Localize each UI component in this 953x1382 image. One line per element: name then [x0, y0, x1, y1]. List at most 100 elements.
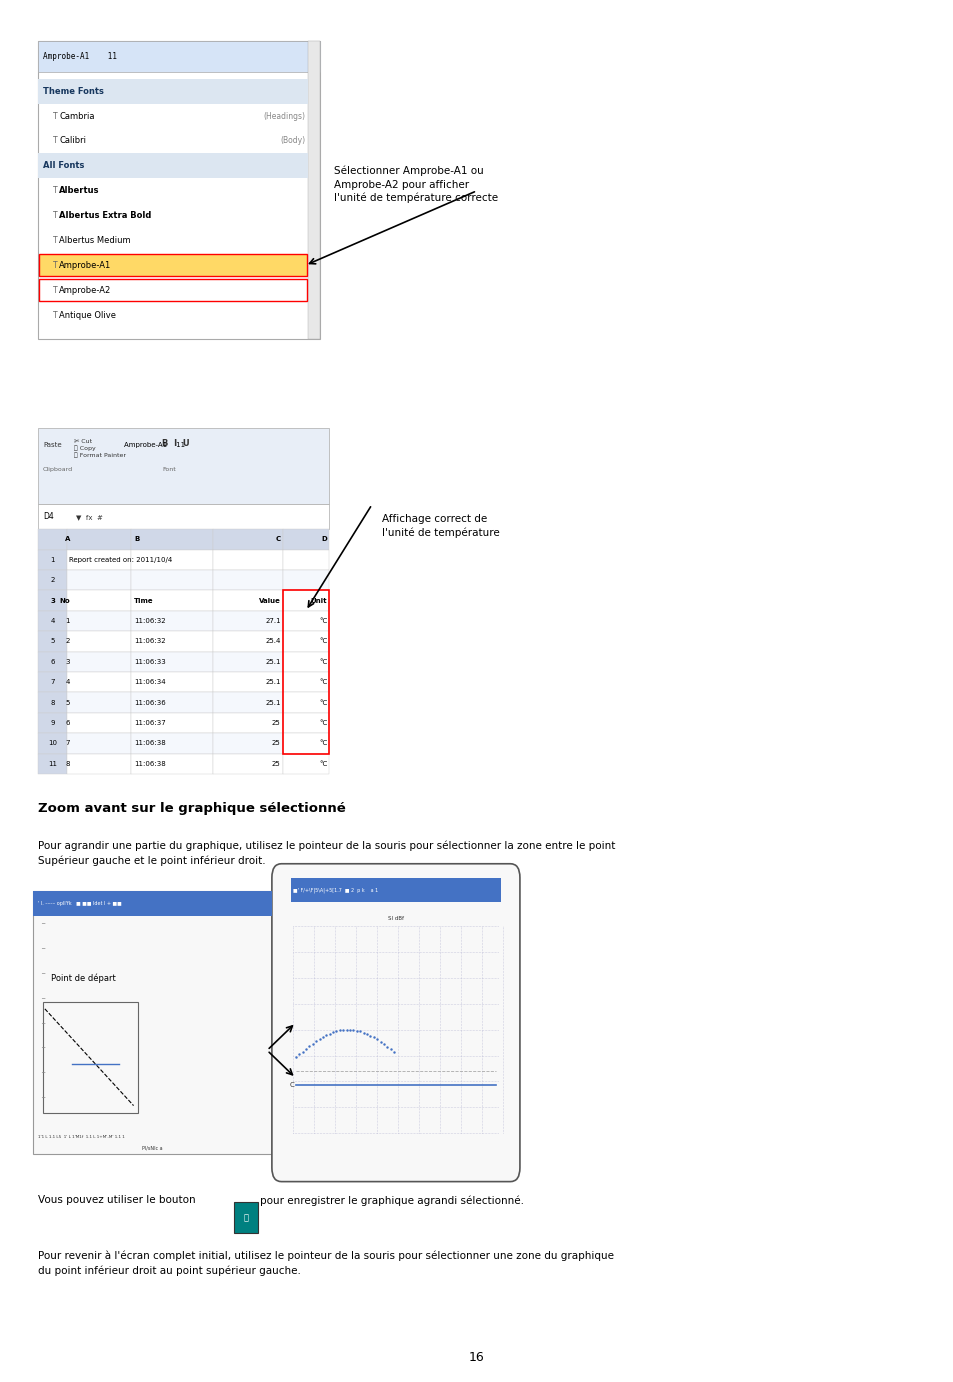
Text: 11:06:32: 11:06:32 [134, 638, 166, 644]
Bar [213, 672, 282, 692]
Text: Pour revenir à l'écran complet initial, utilisez le pointeur de la souris pour s: Pour revenir à l'écran complet initial, … [38, 1251, 614, 1276]
Text: 9: 9 [51, 720, 55, 726]
Bar [68, 550, 132, 571]
Text: 2: 2 [51, 578, 55, 583]
Bar [282, 590, 329, 753]
Text: °C: °C [318, 638, 327, 644]
Bar [282, 734, 329, 753]
Text: 25: 25 [272, 741, 280, 746]
Bar [132, 611, 213, 632]
Text: 16: 16 [469, 1350, 484, 1364]
Text: 1: 1 [51, 557, 55, 562]
Text: 3: 3 [66, 659, 71, 665]
Text: B  I  U: B I U [162, 439, 190, 449]
Bar [233, 1202, 257, 1233]
Bar [38, 550, 67, 571]
Text: °C: °C [318, 720, 327, 726]
Bar [38, 41, 319, 72]
Bar [68, 590, 132, 611]
Text: Albertus Medium: Albertus Medium [59, 236, 131, 245]
Text: 10: 10 [49, 741, 57, 746]
Text: T: T [52, 187, 57, 195]
Bar [68, 672, 132, 692]
Text: 25.4: 25.4 [265, 638, 280, 644]
Bar [282, 713, 329, 734]
Text: ─: ─ [41, 947, 44, 952]
Text: 5: 5 [51, 638, 55, 644]
Text: T: T [52, 137, 57, 145]
Text: 4: 4 [51, 618, 55, 625]
Bar [213, 734, 282, 753]
Bar [132, 550, 213, 571]
Text: Font: Font [162, 467, 175, 473]
Bar [132, 571, 213, 590]
Text: C: C [290, 1082, 294, 1088]
Bar [291, 878, 500, 902]
Text: T: T [52, 261, 57, 269]
Text: ─: ─ [41, 1021, 44, 1027]
Text: ─: ─ [41, 996, 44, 1002]
Bar [38, 692, 67, 713]
Bar [213, 713, 282, 734]
Bar [308, 41, 319, 339]
Text: 25: 25 [272, 760, 280, 767]
Bar [43, 1002, 138, 1113]
Text: ─: ─ [41, 1096, 44, 1101]
Text: 4: 4 [66, 679, 71, 685]
Text: Amprobe-A2: Amprobe-A2 [59, 286, 112, 294]
Text: ─: ─ [41, 972, 44, 977]
Text: Pour agrandir une partie du graphique, utilisez le pointeur de la souris pour sé: Pour agrandir une partie du graphique, u… [38, 840, 615, 865]
Bar [282, 571, 329, 590]
Bar [282, 753, 329, 774]
Text: 11:06:37: 11:06:37 [134, 720, 166, 726]
Bar [132, 590, 213, 611]
Text: 25.1: 25.1 [265, 679, 280, 685]
Text: 6: 6 [66, 720, 71, 726]
Bar [282, 611, 329, 632]
Text: Antique Olive: Antique Olive [59, 311, 116, 319]
Text: 1: 1 [66, 618, 71, 625]
Text: D: D [321, 536, 327, 543]
Bar [68, 734, 132, 753]
Bar [282, 652, 329, 672]
Text: C: C [275, 536, 280, 543]
Bar [39, 279, 307, 301]
Bar [282, 632, 329, 652]
Text: T: T [52, 236, 57, 245]
Text: ─: ─ [41, 1071, 44, 1077]
Bar [68, 529, 132, 550]
Text: (Body): (Body) [280, 137, 305, 145]
Bar [68, 611, 132, 632]
Text: 11:06:38: 11:06:38 [134, 760, 166, 767]
Text: 3: 3 [51, 597, 55, 604]
FancyBboxPatch shape [272, 864, 519, 1182]
Text: ▼  fx  #: ▼ fx # [76, 514, 103, 520]
Text: 11:06:32: 11:06:32 [134, 618, 166, 625]
Bar [132, 713, 213, 734]
Bar [213, 550, 282, 571]
Text: SI dBf: SI dBf [388, 916, 403, 922]
Text: ─: ─ [41, 1046, 44, 1052]
Bar [213, 632, 282, 652]
Text: °C: °C [318, 741, 327, 746]
Text: 11:06:34: 11:06:34 [134, 679, 166, 685]
Text: All Fonts: All Fonts [43, 162, 84, 170]
Bar [132, 692, 213, 713]
Text: 25: 25 [272, 720, 280, 726]
Bar [213, 652, 282, 672]
Text: No: No [59, 597, 71, 604]
Text: 6: 6 [51, 659, 55, 665]
Text: Pl/sNlc a: Pl/sNlc a [142, 1146, 163, 1151]
Bar [38, 428, 329, 504]
Text: 7: 7 [51, 679, 55, 685]
Text: 1'1 L 1.1 L5  1' L 1'M1f  1.1 L 1+M'-M' 1.1 1: 1'1 L 1.1 L5 1' L 1'M1f 1.1 L 1+M'-M' 1.… [38, 1136, 125, 1139]
Bar [38, 504, 329, 529]
Text: Point de départ: Point de départ [51, 973, 115, 983]
Text: Amprobe-A1    11: Amprobe-A1 11 [124, 442, 185, 448]
Bar [68, 692, 132, 713]
Text: 5: 5 [66, 699, 71, 706]
Text: Cambria: Cambria [59, 112, 94, 120]
Bar [38, 529, 67, 550]
Text: °C: °C [318, 679, 327, 685]
Bar [38, 672, 67, 692]
